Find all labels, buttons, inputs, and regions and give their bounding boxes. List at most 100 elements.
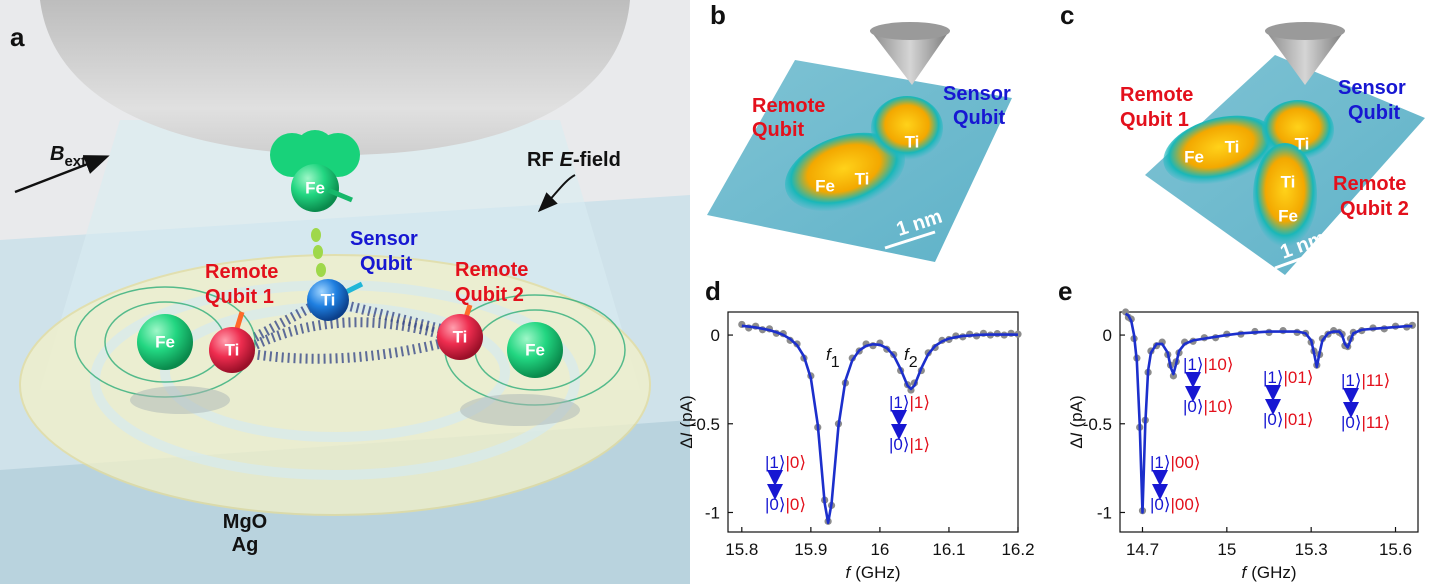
ket-remote: |1⟩ xyxy=(910,435,931,454)
qubit-label: Remote xyxy=(1120,84,1193,106)
ket-remote: |01⟩ xyxy=(1284,410,1314,429)
ket-sensor: |0⟩ xyxy=(1263,410,1284,429)
rf-prefix: RF xyxy=(527,149,554,171)
peak-label: f1 xyxy=(826,345,840,371)
transition-label: |1⟩|11⟩ xyxy=(1341,371,1390,390)
substrate-label: Ag xyxy=(232,534,259,556)
transition-label: |0⟩|1⟩ xyxy=(889,435,930,454)
qubit-label: Sensor xyxy=(1338,77,1406,99)
substrate-label: MgO xyxy=(223,511,267,533)
panel-c-art xyxy=(1145,22,1425,275)
atom-label: Ti xyxy=(225,340,240,359)
atom-label: Ti xyxy=(321,290,336,309)
x-tick-label: 15.8 xyxy=(725,540,758,559)
atom-label: Ti xyxy=(1281,172,1296,191)
data-point xyxy=(1169,372,1178,380)
transition-label: |1⟩|01⟩ xyxy=(1263,368,1313,387)
atom-label: Fe xyxy=(155,332,175,351)
qubit-label: Qubit xyxy=(1348,102,1401,124)
transition-label: |1⟩|10⟩ xyxy=(1183,355,1233,374)
qubit-label: Remote xyxy=(752,95,825,117)
ket-sensor: |1⟩ xyxy=(1341,371,1362,390)
qubit-label: Sensor xyxy=(350,228,418,250)
panel-letter: a xyxy=(10,22,25,52)
atom-label: Fe xyxy=(1278,206,1298,225)
ket-sensor: |1⟩ xyxy=(765,453,786,472)
x-tick-label: 15 xyxy=(1217,540,1236,559)
ket-sensor: |0⟩ xyxy=(889,435,910,454)
panel-letter: e xyxy=(1058,276,1072,306)
transition-label: |0⟩|0⟩ xyxy=(765,495,806,514)
transition-label: |0⟩|01⟩ xyxy=(1263,410,1313,429)
ket-sensor: |0⟩ xyxy=(1183,397,1204,416)
ket-remote: |1⟩ xyxy=(910,393,931,412)
transition-label: |1⟩|0⟩ xyxy=(765,453,806,472)
x-tick-label: 16.2 xyxy=(1001,540,1034,559)
qubit-label: Remote xyxy=(1333,173,1406,195)
qubit-label: Sensor xyxy=(943,83,1011,105)
transition-label: |1⟩|1⟩ xyxy=(889,393,930,412)
field-symbol: B xyxy=(50,143,64,165)
rf-symbol: E xyxy=(560,149,574,171)
qubit-label: Qubit xyxy=(953,107,1006,129)
transition-label: |1⟩|00⟩ xyxy=(1150,453,1200,472)
qubit-label: Qubit 1 xyxy=(1120,109,1189,131)
peak-sub: 1 xyxy=(831,354,840,371)
y-axis-label: ΔI (pA) xyxy=(677,395,696,448)
x-axis-unit: (GHz) xyxy=(855,563,900,582)
ket-sensor: |0⟩ xyxy=(1341,413,1362,432)
qubit-label: Qubit 2 xyxy=(455,284,524,306)
panel-letter: d xyxy=(705,276,721,306)
x-tick-label: 15.6 xyxy=(1379,540,1412,559)
atom-label: Ti xyxy=(905,132,920,151)
transition-label: |0⟩|10⟩ xyxy=(1183,397,1233,416)
transition-label: |0⟩|11⟩ xyxy=(1341,413,1390,432)
y-tick-label: 0 xyxy=(711,326,720,345)
panel-letter: b xyxy=(710,0,726,30)
y-axis-unit: (pA) xyxy=(1067,395,1086,427)
y-axis-label: ΔI (pA) xyxy=(1067,395,1086,448)
atom-label: Ti xyxy=(855,169,870,188)
ket-remote: |0⟩ xyxy=(786,495,807,514)
qubit-label: Qubit xyxy=(360,253,413,275)
panel-letter: c xyxy=(1060,0,1074,30)
atom-label: Ti xyxy=(453,327,468,346)
ket-remote: |01⟩ xyxy=(1284,368,1314,387)
y-tick-label: -1 xyxy=(705,503,720,522)
peak-var: f xyxy=(826,345,833,364)
plot-frame xyxy=(1119,311,1419,533)
x-axis-var: f xyxy=(845,563,852,582)
y-axis-prefix: Δ xyxy=(1067,437,1086,448)
y-axis-var: I xyxy=(1067,432,1086,437)
x-tick-label: 14.7 xyxy=(1126,540,1159,559)
x-axis-unit: (GHz) xyxy=(1251,563,1296,582)
x-axis-var: f xyxy=(1241,563,1248,582)
atom-label: Fe xyxy=(1184,147,1204,166)
field-subscript: ext xyxy=(64,153,86,170)
y-axis-var: I xyxy=(677,432,696,437)
qubit-label: Remote xyxy=(205,261,278,283)
atom-label: Fe xyxy=(815,176,835,195)
panel-b-art xyxy=(707,22,1012,262)
peak-label: f2 xyxy=(904,345,918,371)
ket-sensor: |1⟩ xyxy=(889,393,910,412)
rf-label: RF E-field xyxy=(527,149,621,171)
qubit-label: Qubit xyxy=(752,119,805,141)
peak-var: f xyxy=(904,345,911,364)
qubit-label: Remote xyxy=(455,259,528,281)
rf-suffix: -field xyxy=(573,149,621,171)
x-tick-label: 15.9 xyxy=(794,540,827,559)
y-tick-label: -0.5 xyxy=(691,415,720,434)
y-axis-prefix: Δ xyxy=(677,437,696,448)
ket-sensor: |1⟩ xyxy=(1183,355,1204,374)
ket-remote: |10⟩ xyxy=(1204,355,1234,374)
ket-remote: |00⟩ xyxy=(1171,453,1201,472)
plot-frame xyxy=(727,311,1019,533)
qubit-label: Qubit 1 xyxy=(205,286,274,308)
ket-remote: |0⟩ xyxy=(786,453,807,472)
y-axis-unit: (pA) xyxy=(677,395,696,427)
atom-label: Ti xyxy=(1295,134,1310,153)
qubit-label: Qubit 2 xyxy=(1340,198,1409,220)
ket-sensor: |0⟩ xyxy=(1150,495,1171,514)
